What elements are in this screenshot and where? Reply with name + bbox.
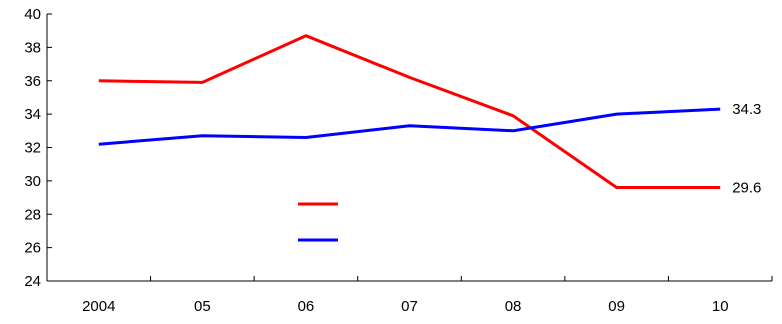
series-line-1	[98, 34, 721, 189]
series-lines	[98, 34, 721, 189]
y-tick-label: 40	[24, 6, 41, 23]
x-tick-label: 2004	[82, 298, 115, 315]
y-tick-label: 26	[24, 240, 41, 257]
end-labels: 29.6 34.3	[732, 101, 761, 196]
series-line-2	[98, 107, 721, 146]
axes: 24 26 28 30 32 34 36 38 40 2004 05 06 07 08 09 10	[24, 6, 773, 315]
x-tick-label: 07	[401, 298, 418, 315]
x-tick-label: 09	[608, 298, 625, 315]
x-tick-label: 08	[505, 298, 522, 315]
x-tick-label: 06	[298, 298, 315, 315]
y-tick-label: 38	[24, 39, 41, 56]
x-tick-label: 05	[194, 298, 211, 315]
y-tick-label: 34	[24, 106, 41, 123]
y-tick-label: 30	[24, 173, 41, 190]
y-tick-label: 28	[24, 206, 41, 223]
y-tick-label: 36	[24, 73, 41, 90]
end-label-2: 34.3	[732, 101, 761, 118]
x-tick-label: 10	[712, 298, 729, 315]
y-tick-label: 24	[24, 273, 41, 290]
y-tick-label: 32	[24, 140, 41, 157]
legend	[298, 202, 338, 242]
end-label-1: 29.6	[732, 180, 761, 197]
